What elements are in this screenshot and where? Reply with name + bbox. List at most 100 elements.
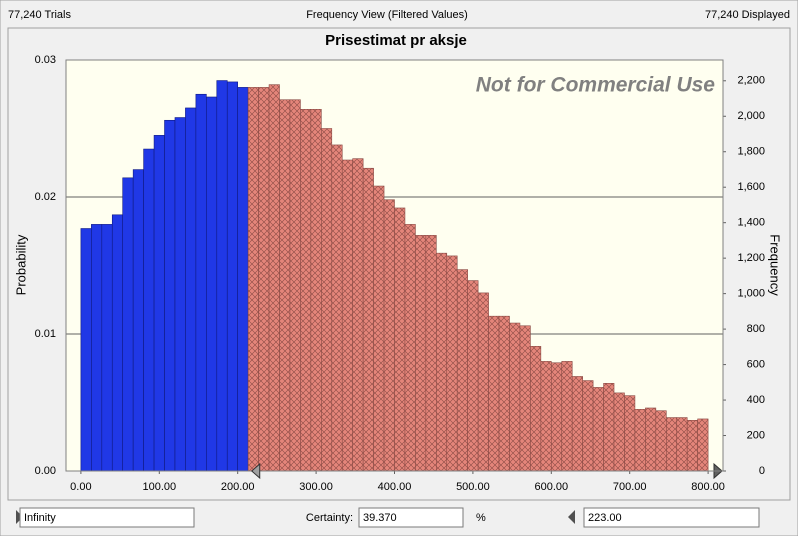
bar-hatch	[425, 235, 437, 471]
view-name: Frequency View (Filtered Values)	[306, 9, 468, 21]
bar-hatch	[603, 383, 615, 471]
y2-tick-label: 2,200	[737, 75, 765, 87]
upper-bound-input[interactable]	[583, 507, 760, 528]
bar-hatch	[530, 346, 541, 471]
bar-hatch	[310, 109, 322, 471]
bar	[143, 148, 155, 472]
bar-hatch	[384, 199, 395, 472]
certainty-unit: %	[476, 512, 486, 524]
displayed: 77,240 Displayed	[705, 9, 790, 21]
bar-hatch	[321, 128, 332, 471]
upper-bound-value: 223.00	[588, 512, 622, 524]
bar-hatch	[624, 395, 635, 471]
bar	[195, 93, 207, 472]
bar	[132, 169, 144, 472]
bar-hatch	[645, 407, 656, 471]
bar-hatch	[593, 387, 604, 471]
y2-axis-label: Frequency	[768, 234, 783, 296]
x-tick-label: 800.00	[691, 481, 725, 493]
y2-tick-label: 1,600	[737, 181, 765, 193]
bar-hatch	[519, 325, 531, 471]
bar-hatch	[457, 269, 468, 471]
bar-hatch	[509, 323, 520, 471]
bar-hatch	[436, 253, 447, 471]
bar-hatch	[352, 158, 364, 471]
bar-hatch	[614, 392, 625, 471]
bar-hatch	[258, 87, 270, 472]
bar	[226, 81, 238, 472]
bar	[122, 177, 134, 472]
certainty-label: Certainty:	[306, 512, 353, 524]
bar-hatch	[655, 410, 667, 471]
y-tick-label: 0.03	[35, 54, 56, 66]
bar	[206, 96, 218, 472]
trials: 77,240 Trials	[8, 9, 71, 21]
x-tick-label: 0.00	[70, 481, 91, 493]
bar	[164, 119, 176, 472]
bar	[111, 214, 124, 472]
bar-hatch	[676, 417, 688, 471]
bar-hatch	[467, 280, 479, 471]
bar	[80, 228, 92, 472]
certainty-input[interactable]	[358, 507, 464, 528]
y-tick-label: 0.02	[35, 191, 56, 203]
bar	[153, 135, 165, 472]
bar-hatch	[561, 361, 573, 471]
bar-hatch	[289, 99, 301, 471]
bar-hatch	[666, 417, 677, 471]
bar-hatch	[551, 362, 562, 471]
bar-hatch	[331, 144, 343, 471]
bar-hatch	[634, 409, 646, 471]
bar	[216, 80, 228, 472]
certainty-value: 39.370	[363, 512, 397, 524]
upper-slider[interactable]	[250, 462, 261, 480]
y2-tick-label: 600	[747, 358, 765, 370]
bar-hatch	[279, 99, 290, 471]
bar-hatch	[499, 316, 510, 471]
bar-hatch	[488, 316, 500, 471]
x-tick-label: 300.00	[299, 481, 333, 493]
bar-hatch	[687, 420, 698, 471]
bar	[101, 224, 113, 472]
bar-hatch	[478, 292, 489, 471]
lower-bound-input[interactable]	[19, 507, 195, 528]
y-axis-label: Probability	[13, 234, 28, 295]
upper-bound-arrow[interactable]	[568, 510, 575, 524]
plot-border	[65, 59, 724, 472]
bar-hatch	[342, 160, 353, 471]
bar-hatch	[446, 255, 458, 471]
bar-hatch	[415, 235, 426, 471]
bar-hatch	[394, 207, 405, 471]
bar	[185, 107, 197, 472]
bar-hatch	[540, 361, 552, 471]
y2-tick-label: 400	[747, 394, 765, 406]
lower-bound-value: Infinity	[24, 512, 56, 524]
bar-hatch	[582, 380, 594, 471]
bar-hatch	[300, 109, 311, 471]
y2-tick-label: 0	[759, 465, 765, 477]
x-tick-label: 500.00	[456, 481, 490, 493]
y2-tick-label: 1,200	[737, 252, 765, 264]
y-tick-label: 0.00	[35, 465, 56, 477]
bar-hatch	[572, 376, 583, 471]
bar-hatch	[363, 168, 374, 472]
bar	[237, 87, 249, 472]
bar-hatch	[248, 87, 259, 472]
watermark: Not for Commercial Use	[476, 74, 716, 97]
y2-tick-label: 2,000	[737, 110, 765, 122]
bar	[91, 224, 103, 472]
bar	[174, 117, 186, 472]
y2-tick-label: 1,800	[737, 146, 765, 158]
y2-tick-label: 1,400	[737, 217, 765, 229]
x-tick-label: 100.00	[142, 481, 176, 493]
y2-tick-label: 800	[747, 323, 765, 335]
bar-hatch	[697, 418, 709, 471]
bar-hatch	[404, 224, 416, 471]
bars	[66, 80, 723, 472]
y-tick-label: 0.01	[35, 328, 56, 340]
x-tick-label: 700.00	[613, 481, 647, 493]
x-tick-label: 400.00	[378, 481, 412, 493]
bar-hatch	[269, 84, 280, 471]
